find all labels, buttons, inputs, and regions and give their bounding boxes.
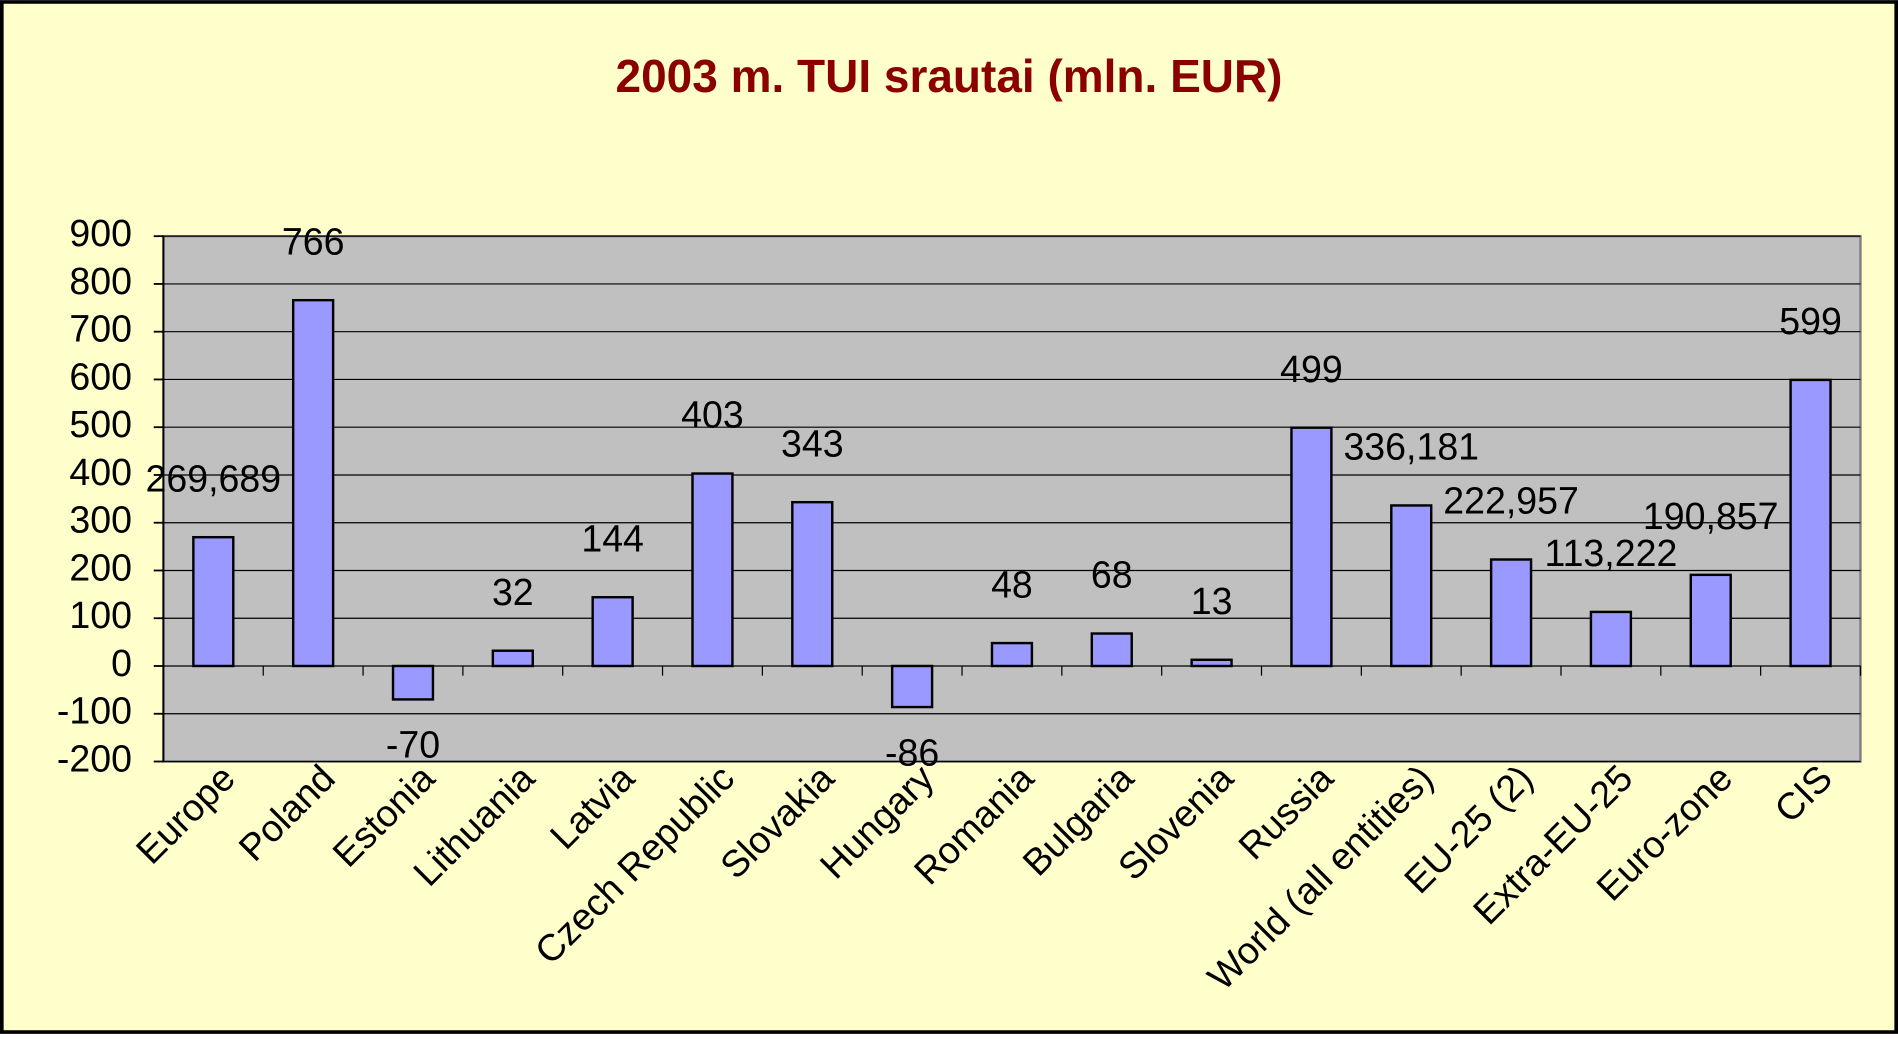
y-tick-label: -200: [57, 737, 132, 779]
bar: [1489, 558, 1533, 668]
bar: [890, 664, 934, 709]
y-tick-label: 200: [69, 546, 132, 588]
data-label: 222,957: [1443, 480, 1579, 522]
y-tick-label: 800: [69, 260, 132, 302]
data-label: 48: [991, 563, 1033, 605]
bar: [391, 664, 435, 701]
bar: [291, 298, 335, 668]
bar: [1290, 426, 1333, 668]
y-tick-label: 600: [69, 355, 132, 397]
data-label: 32: [492, 571, 534, 613]
bar: [990, 641, 1034, 668]
y-tick-label: 300: [69, 499, 132, 541]
bar: [1589, 610, 1633, 668]
bar: [491, 649, 534, 668]
bar: [591, 596, 634, 668]
data-label: 190,857: [1643, 495, 1779, 537]
y-tick-label: 100: [69, 594, 132, 636]
bar: [1090, 632, 1133, 668]
data-label: 599: [1779, 300, 1842, 342]
y-tick-label: 500: [69, 403, 132, 445]
bar: [1190, 658, 1233, 668]
y-tick-label: 0: [111, 642, 132, 684]
data-label: 68: [1091, 554, 1133, 596]
data-label: 343: [781, 422, 844, 464]
data-label: 336,181: [1343, 426, 1479, 468]
y-tick-label: -100: [57, 690, 132, 732]
data-label: -70: [386, 724, 440, 766]
bar: [691, 472, 734, 668]
data-label: 403: [681, 394, 744, 436]
data-label: 113,222: [1544, 532, 1677, 574]
data-label: 766: [282, 220, 345, 262]
chart-title: 2003 m. TUI srautai (mln. EUR): [616, 50, 1283, 102]
y-tick-label: 900: [69, 212, 132, 254]
y-tick-label: 700: [69, 308, 132, 350]
data-label: 144: [581, 517, 644, 559]
bar: [1689, 573, 1732, 668]
data-label: 13: [1191, 580, 1233, 622]
plot-area: [162, 234, 1862, 763]
data-label: -86: [885, 731, 939, 773]
data-label: 269,689: [146, 457, 282, 499]
y-tick-label: 400: [69, 451, 132, 493]
data-label: 499: [1280, 348, 1343, 390]
bar: [192, 535, 235, 668]
bar: [1390, 504, 1433, 668]
bar: [1789, 378, 1832, 668]
bar: [791, 500, 834, 668]
